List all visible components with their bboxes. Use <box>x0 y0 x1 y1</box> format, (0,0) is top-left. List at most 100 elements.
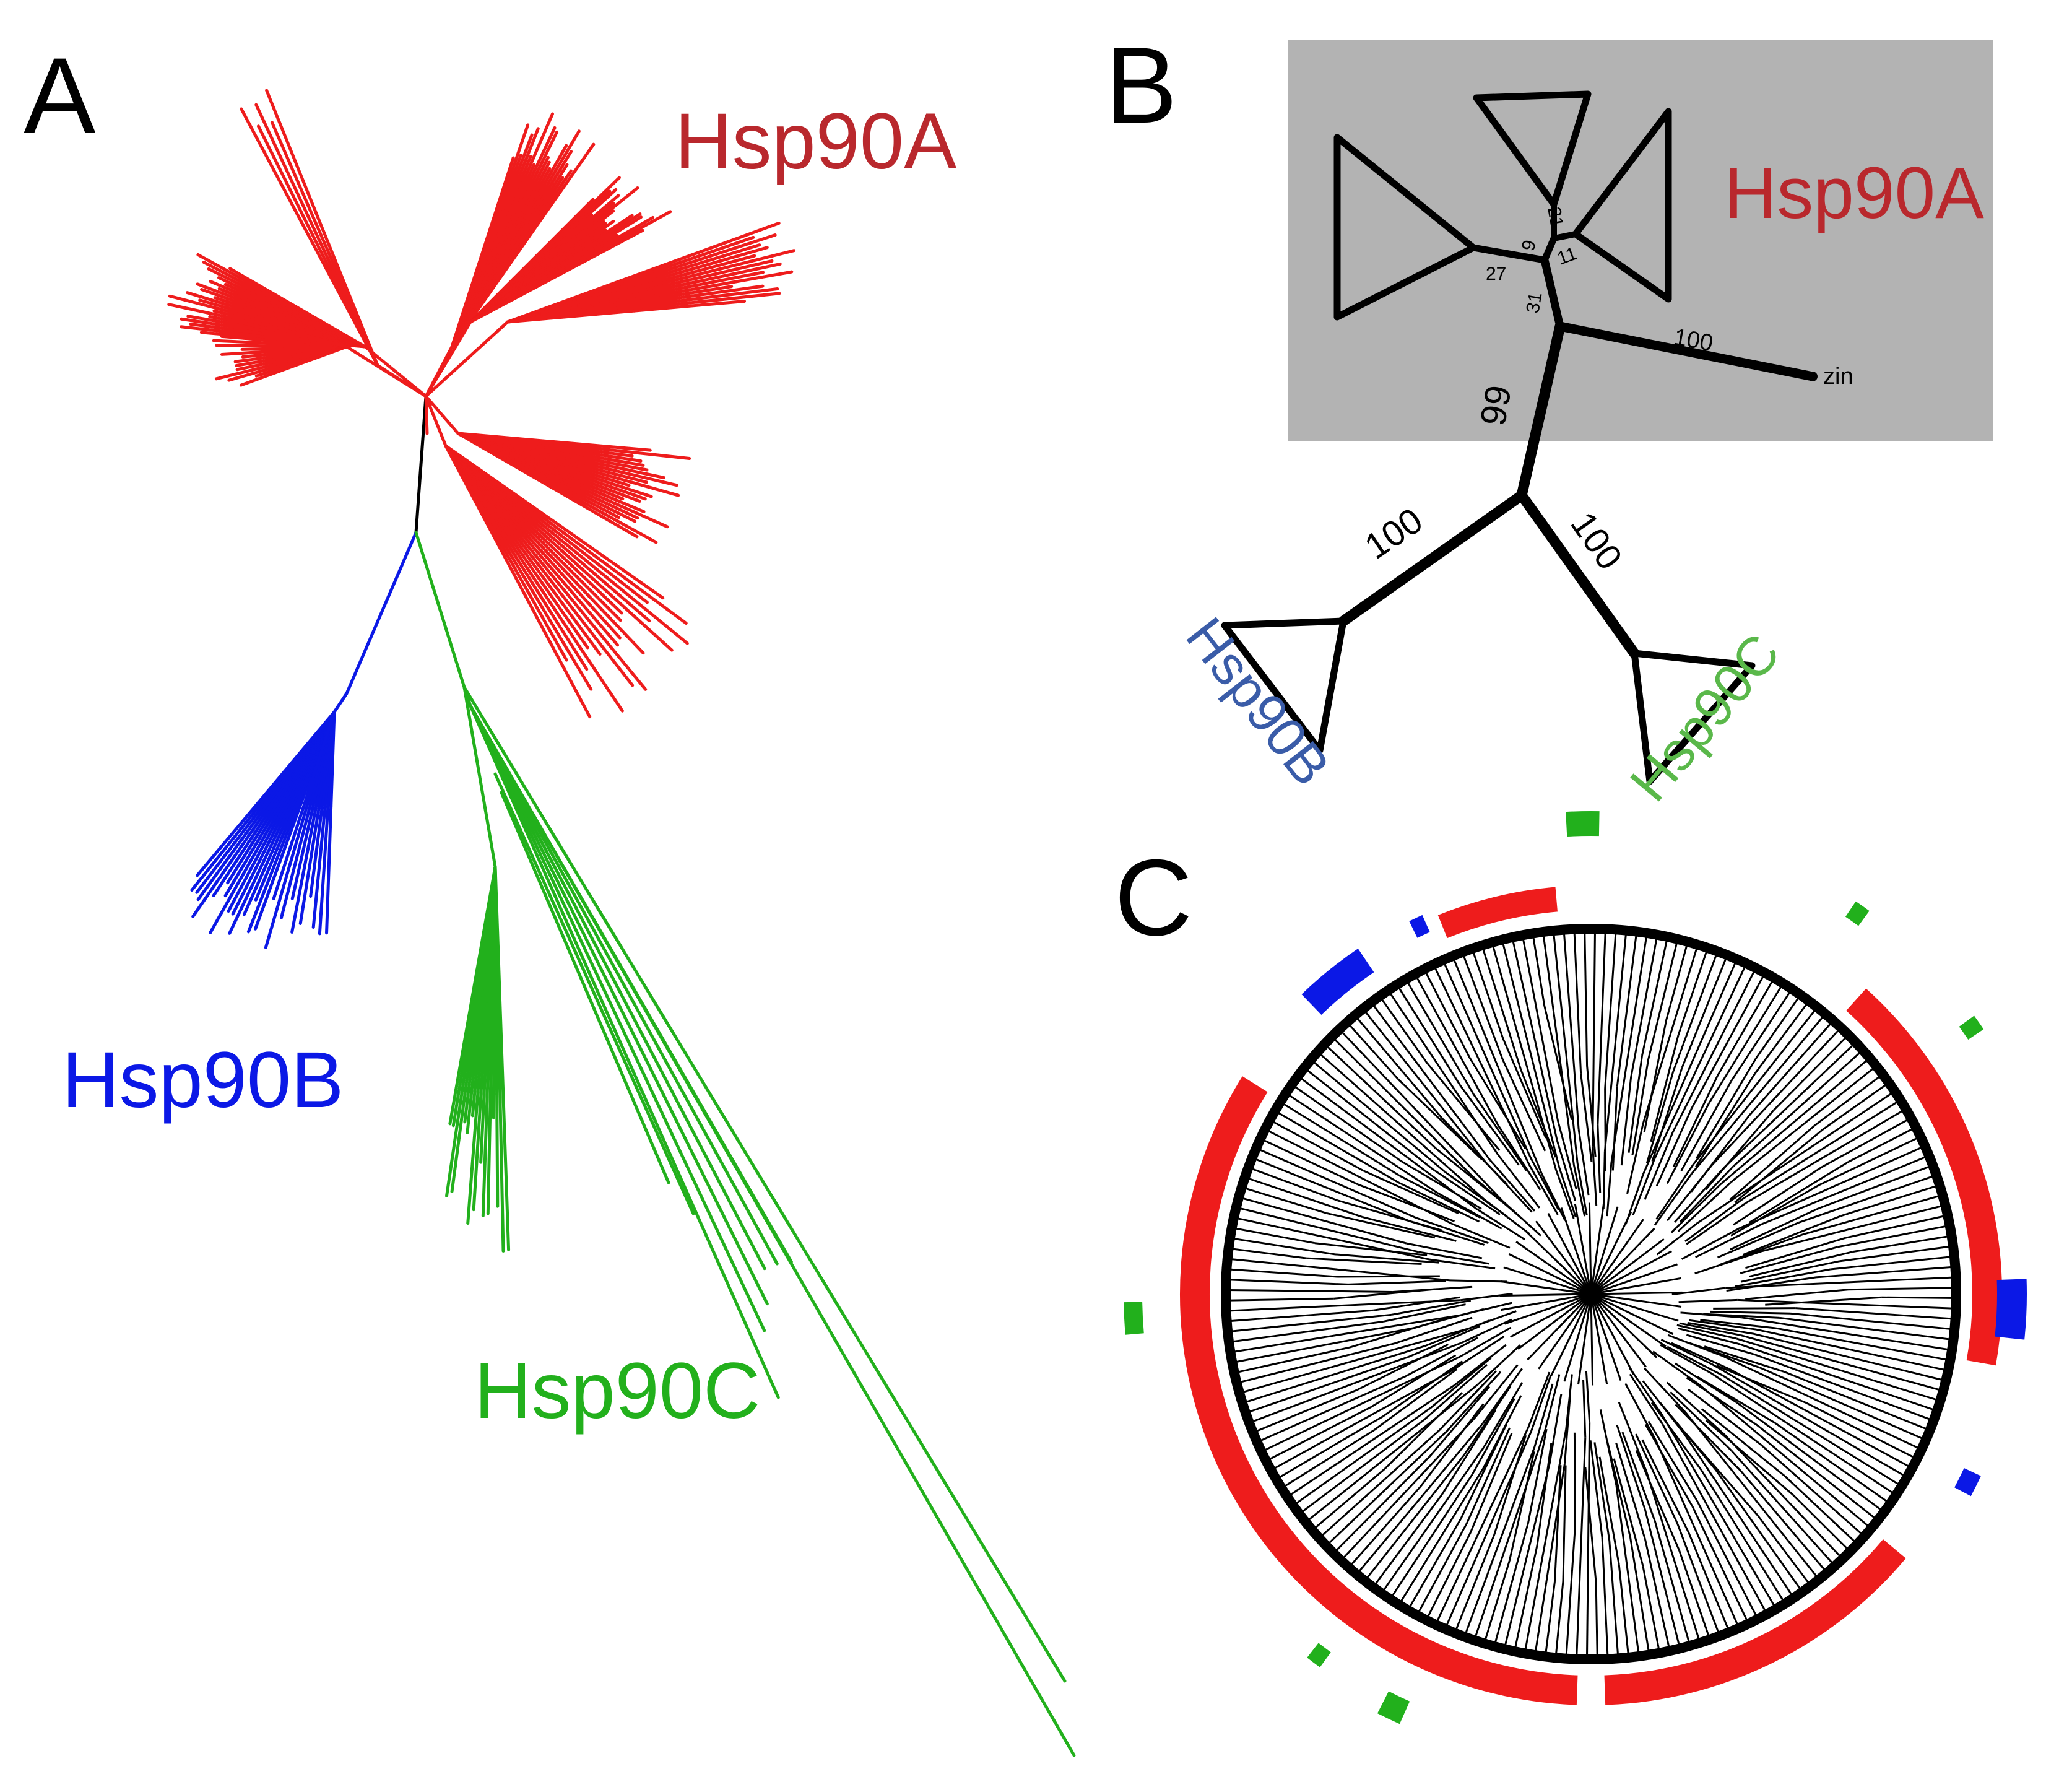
circular-tree-leaf <box>1236 1206 1419 1253</box>
circular-tree-root-branch <box>1590 1293 1594 1386</box>
circular-tree-internal <box>1326 1212 1436 1239</box>
circular-tree-leaf <box>1544 1581 1556 1657</box>
circular-tree-internal <box>1644 1132 1674 1200</box>
circular-tree-internal <box>1426 1062 1501 1151</box>
circular-tree-leaf <box>1274 1110 1400 1184</box>
circular-tree-internal <box>1628 1055 1643 1153</box>
circular-tree-internal <box>1459 1084 1520 1166</box>
circular-tree-root-branch <box>1504 1293 1592 1325</box>
hsp90a-branch-leaf <box>270 121 310 207</box>
circular-tree-internal <box>1655 1108 1693 1187</box>
circular-tree-leaf <box>1503 1463 1551 1649</box>
circular-tree-internal <box>1483 1198 1531 1235</box>
circular-tree-internal <box>1423 1363 1488 1421</box>
circular-tree-root-branch <box>1590 1293 1608 1384</box>
hsp90a-branch-leaf <box>525 438 652 452</box>
circular-tree-root-branch <box>1503 1266 1592 1295</box>
circular-tree-leaf <box>1228 1320 1384 1343</box>
hsp90a-branch-leaf <box>541 459 653 498</box>
circular-tree-internal <box>1544 1374 1561 1431</box>
hsp90a-branch-leaf <box>553 215 643 272</box>
hsp90a-branch-leaf <box>586 210 672 259</box>
circular-tree-internal <box>1676 1324 1737 1340</box>
panel-b-label-hsp90b: Hsp90B <box>1174 606 1342 797</box>
hsp90c-branch-leaf <box>470 973 487 1118</box>
circular-tree-leaf <box>1444 1431 1532 1630</box>
circular-tree-internal <box>1451 1223 1511 1249</box>
circular-tree-leaf <box>1275 1415 1384 1480</box>
hsp90a-branch-leaf <box>555 587 635 687</box>
circular-tree-root-branch <box>1588 1202 1592 1295</box>
circular-tree-leaf <box>1226 1289 1393 1293</box>
circular-tree-leaf <box>1743 1099 1901 1200</box>
circular-tree-leaf <box>1521 935 1559 1121</box>
circular-tree-internal <box>1548 1394 1563 1463</box>
hsp90a-branch-leaf <box>228 267 309 315</box>
circular-tree-internal <box>1527 1371 1551 1428</box>
hsp90a-branch-stem <box>424 394 448 448</box>
circular-tree-leaf <box>1532 933 1546 1006</box>
hsp90a-branch-leaf <box>244 318 279 330</box>
circular-tree-leaf <box>1753 1332 1946 1382</box>
circular-tree-leaf <box>1370 1001 1491 1161</box>
circular-tree-leaf <box>1325 1430 1448 1547</box>
circular-tree-leaf <box>1736 1401 1885 1513</box>
circular-tree-internal <box>1675 1404 1742 1472</box>
hsp90a-branch-leaf <box>558 533 649 604</box>
hsp90a-branch-leaf <box>529 565 589 650</box>
circular-tree-internal <box>1733 1166 1823 1226</box>
circular-tree-internal <box>1555 1169 1575 1219</box>
circular-tree-leaf <box>1232 1327 1415 1364</box>
circular-tree-leaf <box>1241 1186 1327 1214</box>
hsp90a-branch-leaf <box>220 348 299 356</box>
circular-tree-leaf <box>1784 1371 1930 1432</box>
hsp90c-stem <box>414 531 466 689</box>
circular-tree-leaf <box>1654 963 1748 1160</box>
circular-tree-internal <box>1405 1337 1478 1377</box>
hsp90b-branch-leaf <box>231 842 270 916</box>
circular-tree-internal <box>1624 1383 1657 1441</box>
circular-tree-internal <box>1688 1388 1762 1446</box>
circular-tree-internal <box>1556 1139 1576 1201</box>
hsp90c-ring-segment <box>1377 1691 1410 1724</box>
circular-tree-leaf <box>1364 1454 1465 1582</box>
circular-tree-leaf <box>1730 988 1793 1082</box>
hsp90b-branch-leaf <box>227 786 296 913</box>
circular-tree-internal <box>1621 1432 1656 1522</box>
circular-tree-leaf <box>1723 1041 1857 1168</box>
circular-tree-leaf <box>1730 1065 1877 1183</box>
hsp90a-branch-leaf <box>209 279 294 318</box>
circular-tree-leaf <box>1761 1154 1930 1225</box>
hsp90c-leaf <box>493 772 695 1215</box>
circular-tree-internal <box>1666 1165 1713 1222</box>
hsp90a-branch-leaf <box>541 443 634 458</box>
circular-tree-leaf <box>1754 994 1801 1060</box>
circular-tree-internal <box>1730 1184 1820 1237</box>
circular-tree-internal <box>1482 1395 1522 1469</box>
hsp90b-branch-leaf <box>226 791 285 885</box>
circular-tree-leaf <box>1454 1534 1496 1633</box>
circular-tree-leaf <box>1691 1013 1826 1175</box>
circular-tree-tip-band <box>1221 924 1961 1664</box>
hsp90a-branch-leaf <box>613 285 734 307</box>
hsp90c-branch-leaf <box>466 988 484 1134</box>
hsp90b-branch-leaf <box>246 817 295 934</box>
hsp90a-branch-inner <box>450 264 510 349</box>
circular-tree-internal <box>1670 1184 1721 1233</box>
hsp90a-branch-leaf <box>550 456 648 484</box>
circular-tree-internal <box>1735 1268 1831 1288</box>
circular-tree-leaf <box>1340 1417 1476 1562</box>
circular-tree-internal <box>1615 1442 1647 1540</box>
circular-tree-leaf <box>1501 939 1561 1168</box>
hsp90a-branch-leaf <box>566 233 618 266</box>
circular-tree-internal <box>1554 1465 1562 1582</box>
panel-b-label-hsp90a: Hsp90A <box>1724 152 1984 234</box>
hsp90b-branch-leaf <box>196 779 286 902</box>
circular-tree-root-branch <box>1550 1293 1592 1377</box>
hsp90a-branch-leaf <box>239 360 308 387</box>
circular-tree-leaf <box>1226 1268 1338 1278</box>
circular-tree-internal <box>1533 1383 1554 1447</box>
circular-tree-leaf <box>1379 995 1428 1064</box>
circular-tree-internal <box>1745 1289 1849 1300</box>
hsp90a-branch-leaf <box>241 349 303 359</box>
